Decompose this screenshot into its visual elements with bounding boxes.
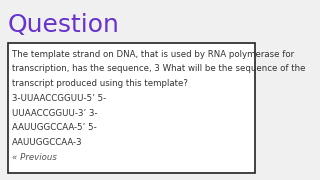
Text: Question: Question [8, 13, 120, 37]
Text: AAUUGGCCAA-5’ 5-: AAUUGGCCAA-5’ 5- [12, 123, 97, 132]
Text: transcription, has the sequence, 3 What will be the sequence of the: transcription, has the sequence, 3 What … [12, 64, 305, 73]
Text: « Previous: « Previous [12, 153, 57, 162]
FancyBboxPatch shape [8, 43, 255, 173]
Text: AAUUGGCCAA-3: AAUUGGCCAA-3 [12, 138, 83, 147]
Text: UUAACCGGUU-3’ 3-: UUAACCGGUU-3’ 3- [12, 109, 98, 118]
Text: 3-UUAACCGGUU-5’ 5-: 3-UUAACCGGUU-5’ 5- [12, 94, 106, 103]
Text: transcript produced using this template?: transcript produced using this template? [12, 79, 188, 88]
Text: The template strand on DNA, that is used by RNA polymerase for: The template strand on DNA, that is used… [12, 50, 294, 59]
